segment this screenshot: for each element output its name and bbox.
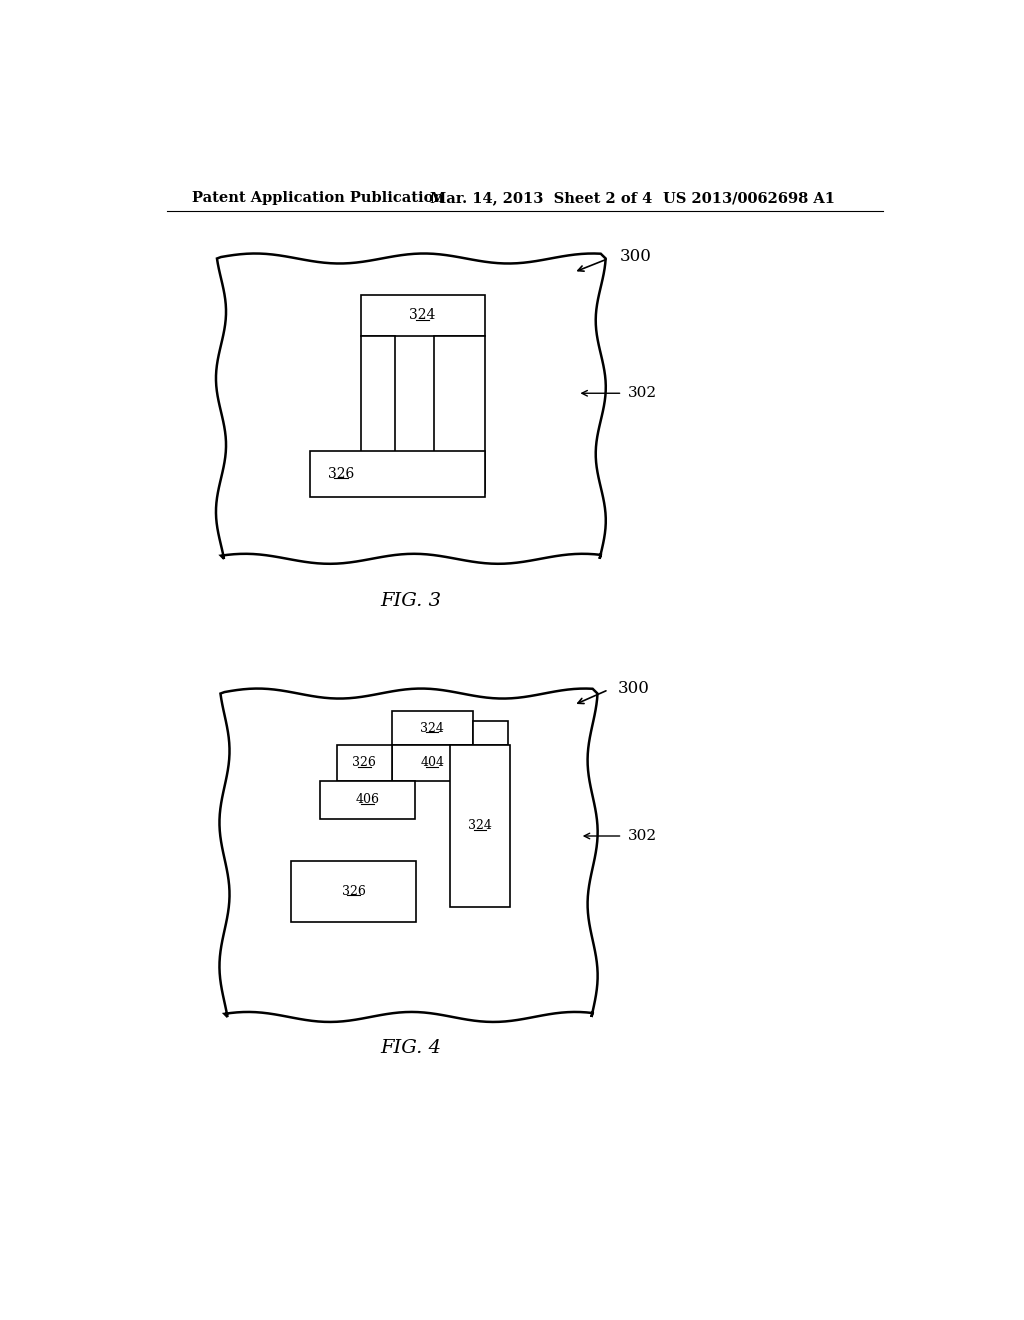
Polygon shape [219,689,598,1022]
Bar [391,744,473,780]
Text: 326: 326 [328,467,354,480]
Bar [291,861,417,923]
Bar [360,335,395,494]
Bar [321,780,415,818]
Text: FIG. 4: FIG. 4 [380,1039,441,1057]
Text: 324: 324 [420,722,444,735]
Text: FIG. 3: FIG. 3 [380,593,441,610]
Text: 300: 300 [621,248,652,265]
Text: 302: 302 [628,387,657,400]
Bar [360,296,484,335]
Text: Patent Application Publication: Patent Application Publication [191,191,443,206]
Text: 326: 326 [342,884,366,898]
Text: 302: 302 [628,829,657,843]
Text: 404: 404 [420,756,444,770]
Bar [434,335,484,494]
Bar [450,744,510,907]
Bar [310,451,484,498]
Bar [391,711,473,744]
Text: 300: 300 [617,680,649,697]
Text: 324: 324 [410,309,435,322]
Text: Mar. 14, 2013  Sheet 2 of 4: Mar. 14, 2013 Sheet 2 of 4 [430,191,652,206]
Bar [337,744,391,780]
Bar [473,721,508,744]
Text: 326: 326 [352,756,376,770]
Text: 324: 324 [468,820,492,833]
Polygon shape [216,253,606,564]
Text: US 2013/0062698 A1: US 2013/0062698 A1 [663,191,835,206]
Text: 406: 406 [355,793,380,807]
